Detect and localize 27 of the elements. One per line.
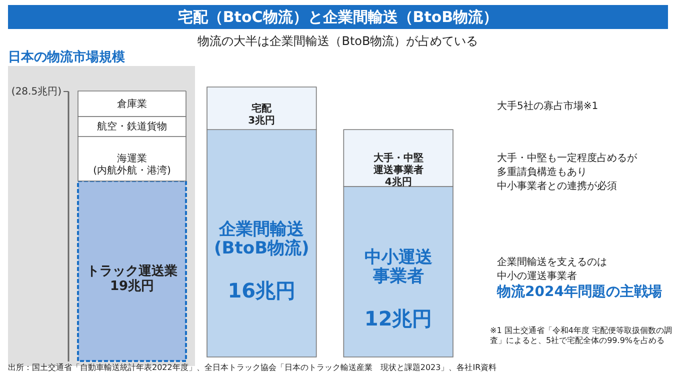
chart-subtitle: 物流の大半は企業間輸送（BtoB物流）が占めている — [196, 33, 480, 50]
chart-title: 宅配（BtoC物流）と企業間輸送（BtoB物流） — [8, 5, 668, 29]
text: ※1 国土交通省「令和4年度 宅配便等取扱個数の調査」によると、5社で宅配全体の99.9%を占める — [490, 326, 672, 346]
series-label: 大手・中堅運送事業者 — [372, 152, 424, 176]
series-label: トラック運送業 — [86, 264, 178, 279]
data-label: 16兆円 — [228, 278, 296, 302]
data-label: 4兆円 — [384, 176, 412, 188]
series-label: 航空・鉄道貨物 — [97, 120, 167, 133]
text: 出所：国土交通省「自動車輸送統計年表2022年度」、全日本トラック協会「日本のトラック輸送産業 現状と課題2023」、各社IR資料 — [8, 362, 497, 373]
data-label: 19兆円 — [110, 279, 154, 294]
chart-title: 日本の物流市場規模 — [8, 48, 125, 66]
text: 大手5社の寡占市場※1 — [497, 100, 598, 113]
series-label: 宅配 — [252, 102, 273, 114]
text: 大手・中堅も一定程度占めるが — [497, 152, 637, 165]
text: 企業間輸送を支えるのは — [497, 256, 607, 269]
data-label: 12兆円 — [364, 306, 432, 331]
series-label: 倉庫業 — [117, 98, 147, 110]
data-label: 3兆円 — [248, 114, 276, 126]
text: 多重請負構造もあり — [497, 166, 587, 179]
series-label: 海運業 (内航外航・港湾) — [93, 152, 171, 177]
text: 物流2024年問題の主戦場 — [497, 283, 662, 301]
text: 中小事業者との連携が必須 — [497, 180, 617, 193]
series-label: 企業間輸送 (BtoB物流) — [214, 219, 310, 258]
y-tick-label: (28.5兆円) — [11, 86, 62, 98]
series-label: 中小運送事業者 — [364, 248, 432, 287]
bar — [77, 180, 187, 362]
text: 中小の運送事業者 — [497, 270, 577, 283]
